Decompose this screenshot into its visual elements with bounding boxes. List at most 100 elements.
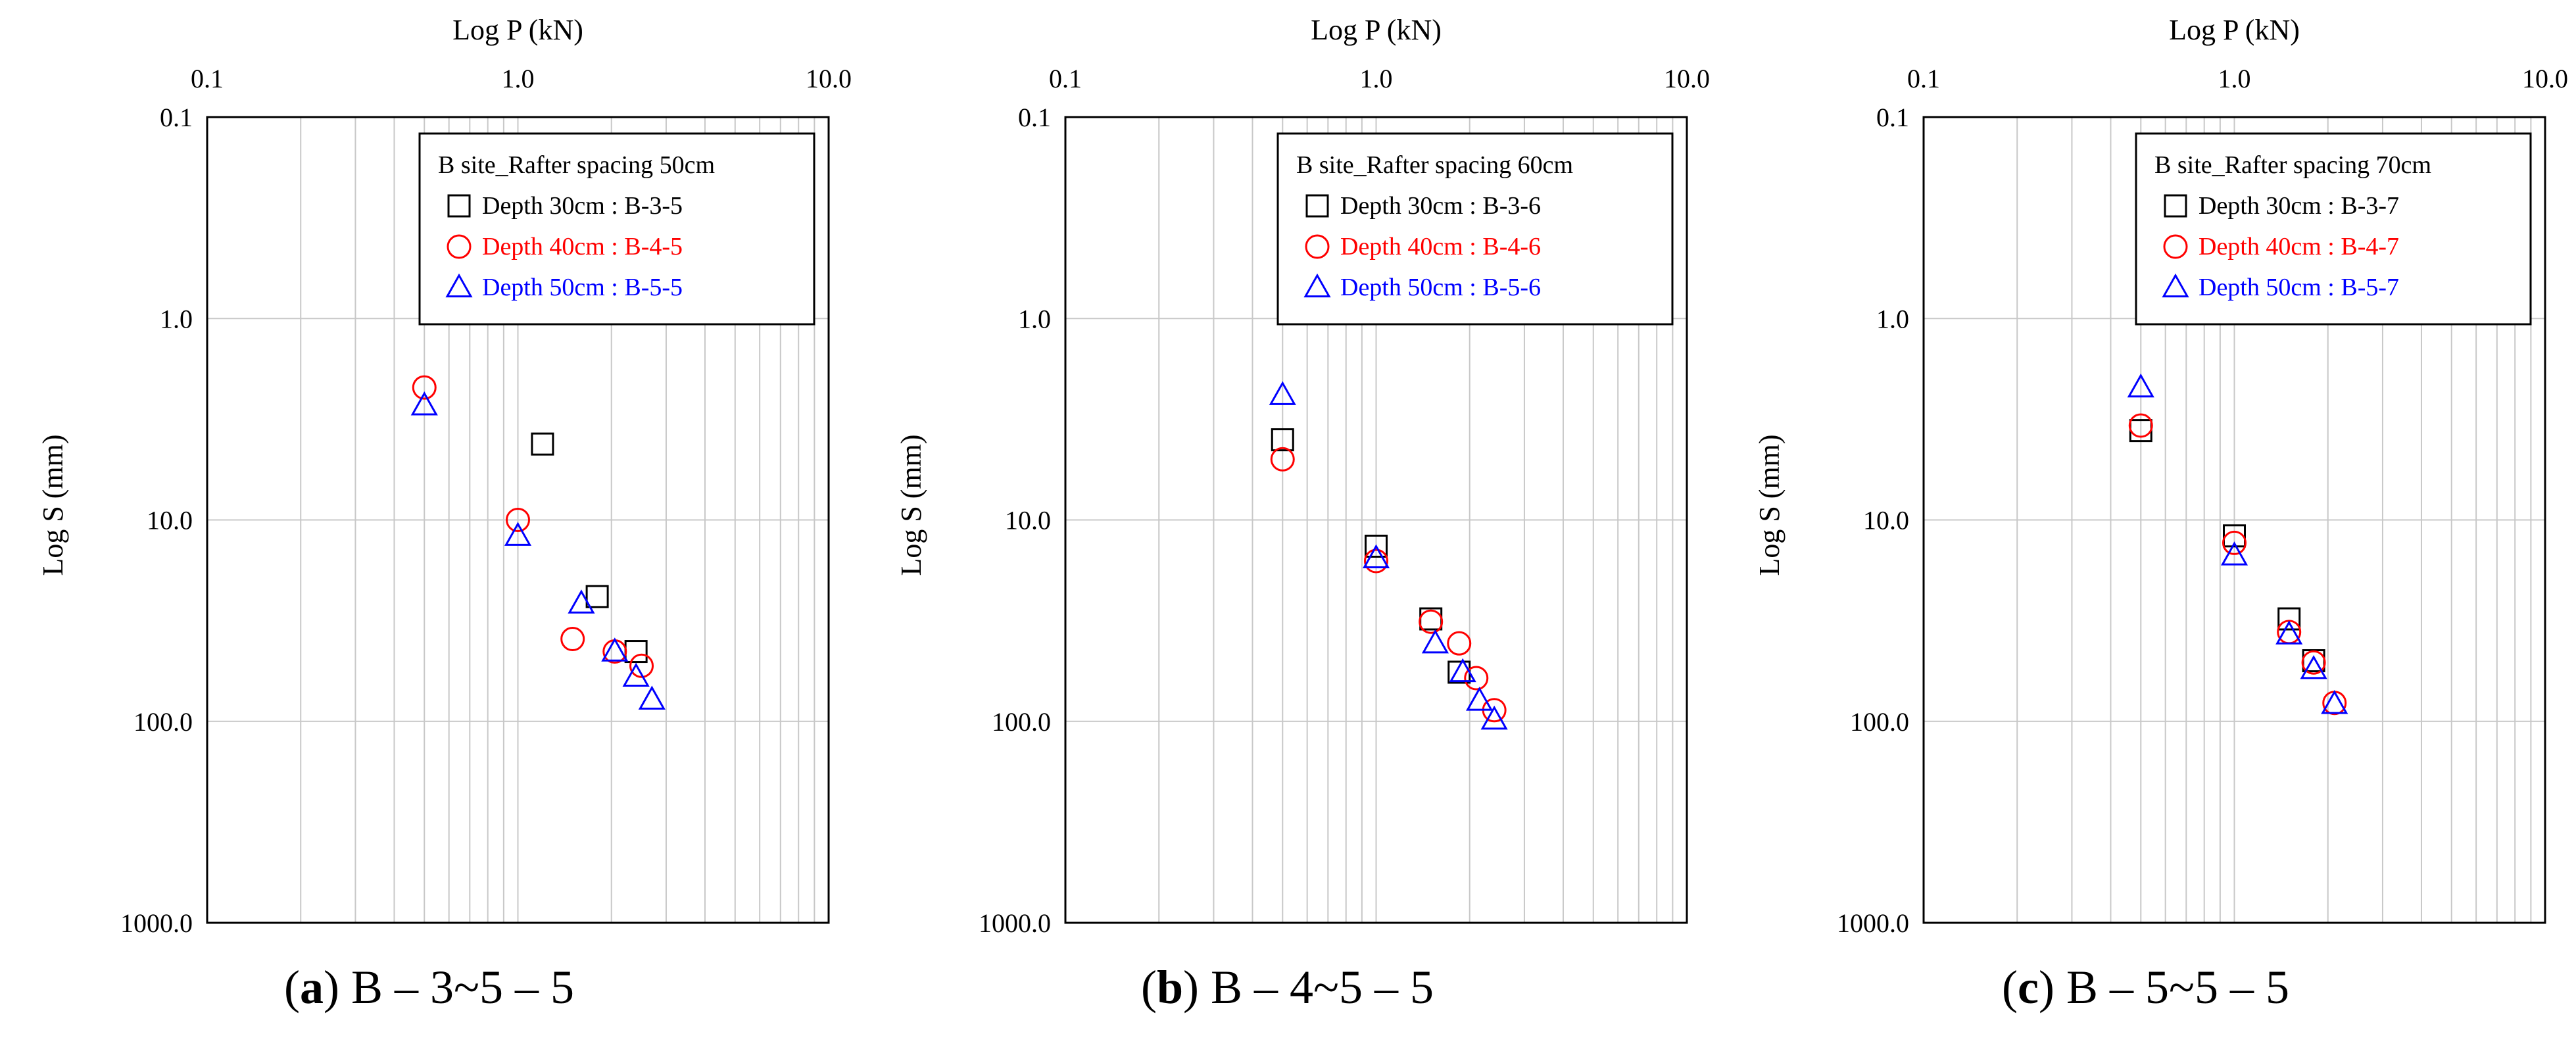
x-tick-label: 10.0 — [806, 64, 852, 93]
legend-entry: Depth 40cm : B-4-7 — [2199, 233, 2399, 260]
data-point-circle — [2301, 650, 2326, 675]
y-tick-label: 1000.0 — [1837, 908, 1909, 938]
data-point-triangle — [1421, 629, 1449, 654]
legend-marker-triangle — [1303, 273, 1331, 298]
x-tick-label: 0.1 — [1907, 64, 1940, 93]
y-axis-title: Log S (mm) — [1753, 434, 1786, 576]
series-triangle — [410, 391, 666, 710]
data-point-circle — [629, 653, 654, 678]
legend-entry: Depth 30cm : B-3-7 — [2199, 192, 2399, 220]
data-point-square — [585, 585, 609, 608]
y-tick-label: 1000.0 — [979, 908, 1051, 938]
legend-entry: Depth 40cm : B-4-6 — [1340, 233, 1541, 260]
data-point-circle — [1464, 666, 1489, 691]
legend-marker-circle — [2163, 234, 2188, 259]
x-axis-title: Log P (kN) — [2169, 14, 2300, 46]
legend-entry: Depth 50cm : B-5-5 — [482, 274, 683, 301]
data-point-triangle — [1449, 658, 1476, 683]
y-tick-label: 1.0 — [160, 304, 193, 333]
y-tick-label: 0.1 — [1876, 103, 1909, 132]
data-point-circle — [1364, 549, 1388, 574]
data-point-square — [1365, 534, 1388, 558]
chart-panel-c: 0.1 1.0 10.0 0.1 1.0 10.0 100.0 1000.0 Log P (kN… — [1716, 0, 2575, 1055]
series-circle — [412, 375, 654, 678]
legend-entry: Depth 40cm : B-4-5 — [482, 233, 683, 260]
y-tick-label: 10.0 — [147, 506, 193, 535]
chart-svg-a: 0.1 1.0 10.0 0.1 1.0 10.0 100.0 1000.0 Log P (kN… — [37, 14, 852, 938]
plot-frame — [1922, 116, 2546, 924]
x-tick-label: 10.0 — [1664, 64, 1710, 93]
series-triangle — [1269, 381, 1508, 730]
y-tick-label: 0.1 — [160, 103, 193, 132]
chart-panel-b: 0.1 1.0 10.0 0.1 1.0 10.0 100.0 1000.0 Log P (kN… — [858, 0, 1716, 1055]
data-point-circle — [1270, 447, 1295, 472]
data-point-circle — [1447, 631, 1472, 656]
legend-marker-square — [2164, 194, 2187, 218]
chart-svg-b: 0.1 1.0 10.0 0.1 1.0 10.0 100.0 1000.0 Log P (kN… — [895, 14, 1710, 938]
data-point-square — [531, 432, 554, 456]
x-axis-title: Log P (kN) — [1311, 14, 1442, 46]
caption-a: (a) B – 3~5 – 5 — [284, 961, 574, 1014]
chart-svg-c: 0.1 1.0 10.0 0.1 1.0 10.0 100.0 1000.0 Log P (kN… — [1753, 14, 2568, 938]
caption-letter-b: b — [1156, 961, 1184, 1014]
data-point-triangle — [1480, 705, 1508, 730]
data-point-circle — [506, 508, 530, 532]
x-tick-label: 1.0 — [2218, 64, 2251, 93]
legend-marker-triangle — [2162, 273, 2189, 298]
data-point-triangle — [2321, 690, 2348, 714]
legend-marker-circle — [447, 234, 472, 259]
legend-marker-circle — [1305, 234, 1330, 259]
legend-entry: Depth 30cm : B-3-5 — [482, 192, 683, 220]
legend-entry: Depth 50cm : B-5-7 — [2199, 274, 2399, 301]
data-point-triangle — [504, 522, 532, 546]
legend-title: B site_Rafter spacing 60cm — [1296, 151, 1573, 179]
caption-text-a: B – 3~5 – 5 — [351, 961, 574, 1014]
data-point-triangle — [1269, 381, 1296, 405]
legend: B site_Rafter spacing 60cm Depth 30cm : B… — [1276, 132, 1674, 326]
plot-frame — [206, 116, 830, 924]
y-tick-label: 1.0 — [1018, 304, 1051, 333]
y-tick-label: 0.1 — [1018, 103, 1051, 132]
x-tick-label: 1.0 — [1360, 64, 1393, 93]
caption-text-b: B – 4~5 – 5 — [1211, 961, 1434, 1014]
data-point-circle — [2128, 413, 2153, 438]
data-point-circle — [560, 627, 585, 652]
y-tick-label: 10.0 — [1005, 506, 1051, 535]
legend-box — [1276, 132, 1674, 326]
caption-text-c: B – 5~5 – 5 — [2066, 961, 2289, 1014]
y-axis-title: Log S (mm) — [895, 434, 927, 576]
legend-box — [2135, 132, 2532, 326]
data-point-triangle — [2275, 620, 2303, 645]
x-tick-label: 0.1 — [191, 64, 224, 93]
legend-entry: Depth 50cm : B-5-6 — [1340, 274, 1541, 301]
data-point-triangle — [568, 589, 595, 614]
series-triangle — [2127, 373, 2348, 714]
data-point-triangle — [1362, 544, 1390, 568]
y-tick-label: 10.0 — [1863, 506, 1909, 535]
legend-marker-square — [1305, 194, 1329, 218]
data-point-triangle — [601, 637, 629, 662]
legend-marker-triangle — [445, 273, 473, 298]
data-point-triangle — [1466, 687, 1494, 711]
data-point-triangle — [2300, 654, 2327, 679]
series-circle — [1270, 447, 1507, 723]
y-tick-label: 1.0 — [1876, 304, 1909, 333]
y-axis-title: Log S (mm) — [37, 434, 69, 576]
data-point-triangle — [410, 391, 438, 416]
data-point-triangle — [2127, 373, 2154, 398]
y-tick-label: 1000.0 — [120, 908, 193, 938]
caption-letter-a: a — [300, 961, 324, 1014]
y-tick-label: 100.0 — [992, 707, 1051, 737]
legend-marker-square — [447, 194, 471, 218]
caption-letter-c: c — [2018, 961, 2039, 1014]
data-point-square — [2223, 524, 2246, 548]
data-point-circle — [1419, 609, 1444, 634]
data-point-triangle — [638, 685, 666, 710]
data-point-triangle — [622, 662, 650, 687]
y-tick-label: 100.0 — [1850, 707, 1909, 737]
legend: B site_Rafter spacing 70cm Depth 30cm : B… — [2135, 132, 2532, 326]
x-tick-label: 1.0 — [502, 64, 535, 93]
x-tick-label: 10.0 — [2522, 64, 2568, 93]
legend: B site_Rafter spacing 50cm Depth 30cm : B… — [418, 132, 815, 326]
caption-c: (c) B – 5~5 – 5 — [2002, 961, 2289, 1014]
